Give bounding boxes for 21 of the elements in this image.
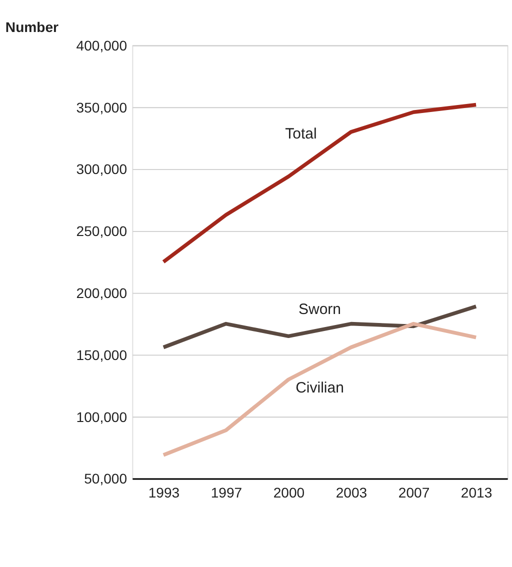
series-label: Total	[285, 125, 317, 142]
x-tick-label: 1993	[148, 484, 180, 501]
y-tick-label: 100,000	[76, 408, 128, 425]
y-tick-label: 200,000	[76, 285, 128, 302]
y-tick-label: 250,000	[76, 223, 128, 240]
x-tick-label: 1997	[210, 484, 242, 501]
y-tick-label: 400,000	[76, 37, 128, 54]
line-series	[162, 322, 478, 457]
x-tick-label: 2003	[336, 484, 368, 501]
y-tick-label: 350,000	[76, 99, 128, 116]
y-tick-label: 300,000	[76, 161, 128, 178]
y-tick-label: 150,000	[76, 346, 128, 363]
series-label: Sworn	[298, 301, 342, 318]
x-tick-label: 2000	[273, 484, 305, 501]
series-label: Civilian	[296, 379, 344, 396]
y-tick-label: 50,000	[84, 470, 128, 487]
y-axis-title: Number	[5, 19, 60, 36]
x-tick-label: 2007	[398, 484, 430, 501]
line-series	[162, 304, 478, 350]
x-tick-label: 2013	[460, 484, 492, 501]
line-series	[162, 102, 478, 264]
